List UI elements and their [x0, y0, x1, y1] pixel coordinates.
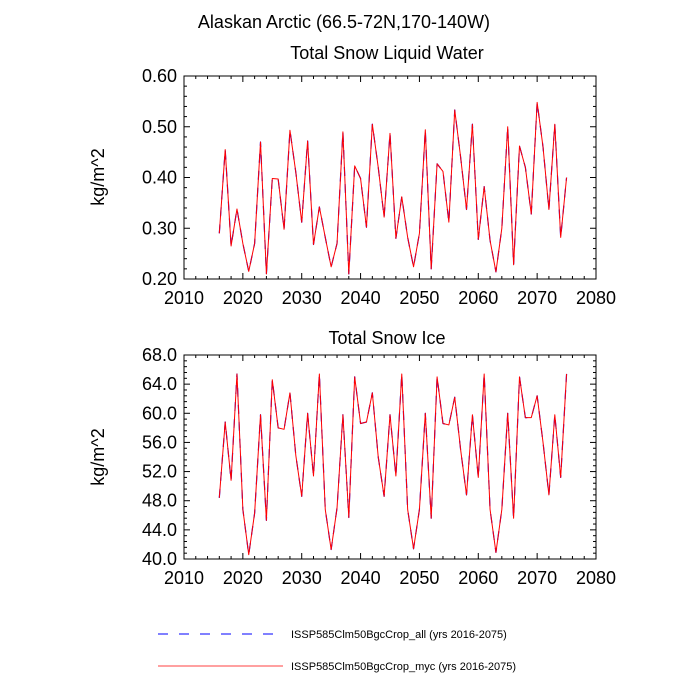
x-tick-label: 2030 — [282, 288, 322, 308]
panel-2-plot-area — [218, 373, 568, 556]
legend: ISSP585Clm50BgcCrop_all (yrs 2016-2075) … — [158, 629, 516, 673]
y-tick-label: 68.0 — [142, 345, 177, 365]
x-tick-label: 2040 — [341, 568, 381, 588]
series-line-myc — [218, 373, 568, 556]
x-tick-label: 2020 — [223, 568, 263, 588]
legend-label-all: ISSP585Clm50BgcCrop_all (yrs 2016-2075) — [291, 629, 507, 641]
y-tick-label: 48.0 — [142, 491, 177, 511]
y-tick-label: 0.50 — [142, 117, 177, 137]
x-tick-label: 2010 — [164, 288, 204, 308]
x-tick-label: 2040 — [341, 288, 381, 308]
panel-snow-ice: Total Snow Ice kg/m^2 2010 2020 2030 2040 20… — [88, 328, 616, 588]
y-tick-label: 64.0 — [142, 374, 177, 394]
y-tick-label: 0.20 — [142, 269, 177, 289]
x-tick-label: 2070 — [517, 568, 557, 588]
x-tick-label: 2060 — [458, 288, 498, 308]
x-tick-label: 2010 — [164, 568, 204, 588]
panel-snow-liquid-water: Total Snow Liquid Water kg/m^2 2010 2020 2… — [88, 43, 616, 308]
panel-2-axes — [183, 354, 597, 560]
x-tick-label: 2020 — [223, 288, 263, 308]
panel-1-plot-area — [218, 101, 568, 275]
panel-1-ticks: 2010 2020 2030 2040 2050 2060 2070 2080 0.20 0.30… — [142, 66, 616, 308]
x-tick-label: 2050 — [399, 568, 439, 588]
panel-2-ticks: 2010 2020 2030 2040 2050 2060 2070 2080 40.0 44.0… — [142, 345, 616, 588]
plot-frame — [183, 75, 597, 280]
panel-1-axes — [183, 75, 597, 280]
x-tick-label: 2080 — [576, 568, 616, 588]
y-tick-label: 56.0 — [142, 432, 177, 452]
y-tick-label: 44.0 — [142, 520, 177, 540]
y-tick-label: 0.40 — [142, 168, 177, 188]
x-tick-label: 2070 — [517, 288, 557, 308]
x-tick-label: 2050 — [399, 288, 439, 308]
y-tick-label: 0.60 — [142, 66, 177, 86]
figure-title: Alaskan Arctic (66.5-72N,170-140W) — [198, 12, 490, 32]
x-tick-label: 2060 — [458, 568, 498, 588]
panel-2-title: Total Snow Ice — [328, 328, 445, 348]
x-tick-label: 2080 — [576, 288, 616, 308]
y-tick-label: 60.0 — [142, 403, 177, 423]
y-tick-label: 0.30 — [142, 218, 177, 238]
panel-1-ylabel: kg/m^2 — [88, 148, 108, 205]
x-tick-label: 2030 — [282, 568, 322, 588]
plot-frame — [183, 354, 597, 560]
panel-1-title: Total Snow Liquid Water — [290, 43, 483, 63]
y-tick-label: 40.0 — [142, 549, 177, 569]
panel-2-ylabel: kg/m^2 — [88, 428, 108, 485]
series-line-myc — [218, 101, 568, 275]
legend-label-myc: ISSP585Clm50BgcCrop_myc (yrs 2016-2075) — [291, 661, 516, 673]
y-tick-label: 52.0 — [142, 462, 177, 482]
